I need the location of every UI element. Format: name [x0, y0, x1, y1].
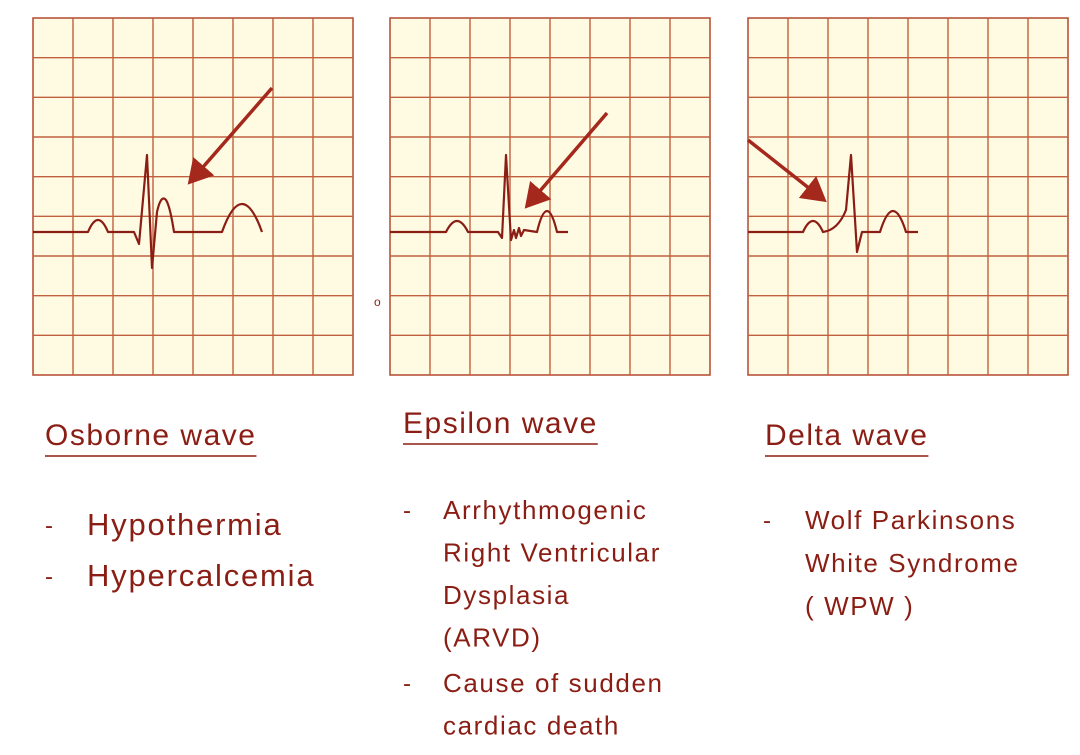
bullet: -: [403, 670, 411, 697]
item-line: Dysplasia: [443, 580, 570, 610]
arrow: [524, 111, 609, 209]
ecg-trace: [390, 153, 568, 242]
arrow: [187, 86, 274, 185]
bullet: -: [45, 512, 53, 539]
arrow: [746, 138, 827, 203]
item-line: Hypercalcemia: [87, 558, 315, 593]
panel-title: Delta wave: [765, 419, 928, 452]
item-line: Right Ventricular: [443, 537, 661, 567]
item-line: (ARVD): [443, 622, 542, 652]
ecg-trace: [748, 153, 918, 254]
item-line: White Syndrome: [805, 548, 1020, 578]
panel-title: Osborne wave: [45, 419, 256, 452]
item-line: Hypothermia: [87, 507, 283, 542]
bullet: -: [763, 507, 771, 534]
item-line: Wolf Parkinsons: [805, 505, 1016, 535]
item-line: cardiac death: [443, 710, 620, 740]
bullet: -: [45, 563, 53, 590]
item-line: Cause of sudden: [443, 668, 664, 698]
annotation: o: [374, 295, 381, 309]
panel-title: Epsilon wave: [403, 407, 598, 440]
item-line: ( WPW ): [805, 591, 914, 621]
panel-texts: Osborne wave - Hypothermia - Hypercalcemia Ep…: [45, 407, 1020, 740]
ecg-grids: [32, 17, 1069, 376]
item-line: Arrhythmogenic: [443, 495, 647, 525]
bullet: -: [403, 497, 411, 524]
ecg-trace: [33, 153, 264, 270]
